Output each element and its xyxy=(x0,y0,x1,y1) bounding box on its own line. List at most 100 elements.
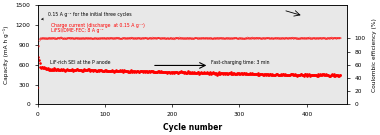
Point xyxy=(94,70,100,72)
Point xyxy=(247,38,253,40)
Point xyxy=(69,37,75,39)
Point xyxy=(131,38,137,40)
Point xyxy=(222,72,228,74)
Point xyxy=(152,37,158,39)
Point xyxy=(117,38,124,40)
Point xyxy=(112,70,118,72)
Point xyxy=(216,71,222,74)
Point xyxy=(169,71,175,74)
Point xyxy=(256,37,263,39)
Point xyxy=(61,69,67,71)
Point xyxy=(302,37,308,40)
Point xyxy=(307,38,313,40)
Point xyxy=(172,71,178,73)
Point xyxy=(97,70,103,72)
Point xyxy=(128,37,134,39)
Point xyxy=(61,38,67,40)
Point xyxy=(324,38,330,40)
Point xyxy=(310,37,317,39)
Point xyxy=(90,38,97,40)
Point xyxy=(125,38,131,40)
Point xyxy=(213,38,219,40)
Point xyxy=(282,37,288,40)
Point xyxy=(167,72,173,74)
Point xyxy=(76,69,82,71)
Point xyxy=(100,70,106,72)
Point xyxy=(41,38,47,40)
Point xyxy=(246,73,252,75)
Point xyxy=(166,71,172,73)
Point xyxy=(210,72,216,75)
Point xyxy=(99,38,105,40)
Point xyxy=(298,37,304,39)
Point xyxy=(88,38,94,40)
Point xyxy=(315,37,321,39)
Point xyxy=(276,74,282,76)
Point xyxy=(121,37,127,39)
Point xyxy=(211,37,217,39)
Point xyxy=(261,73,267,75)
Point xyxy=(290,37,296,40)
Point xyxy=(206,37,212,39)
Point xyxy=(137,70,143,72)
Point xyxy=(150,37,156,39)
Point xyxy=(290,73,296,76)
Point xyxy=(320,37,326,39)
Point xyxy=(319,74,325,76)
Point xyxy=(184,72,190,74)
Point xyxy=(309,38,315,40)
Point xyxy=(68,69,74,71)
Point xyxy=(162,70,168,73)
Point xyxy=(96,69,102,71)
Point xyxy=(194,37,200,39)
Point xyxy=(138,70,144,72)
Point xyxy=(306,37,312,39)
Point xyxy=(56,69,62,71)
Point xyxy=(77,38,83,40)
Point xyxy=(305,37,311,39)
Point xyxy=(324,74,330,77)
Point xyxy=(272,37,278,40)
Point xyxy=(87,37,93,39)
Point xyxy=(312,38,318,40)
Point xyxy=(332,37,338,39)
Point xyxy=(187,37,193,39)
Point xyxy=(71,69,78,71)
Point xyxy=(304,37,310,39)
Point xyxy=(333,37,339,40)
Point xyxy=(147,70,154,72)
Point xyxy=(265,73,271,76)
Point xyxy=(288,37,294,39)
Point xyxy=(215,37,221,40)
Point xyxy=(117,37,123,40)
Point xyxy=(256,37,262,39)
Point xyxy=(337,74,343,76)
Point xyxy=(239,73,245,75)
Point xyxy=(102,37,108,39)
Point xyxy=(188,71,195,73)
Point xyxy=(162,37,168,40)
Point xyxy=(158,37,165,40)
Point xyxy=(253,73,259,75)
Point xyxy=(297,38,303,40)
Point xyxy=(299,37,305,39)
Point xyxy=(226,38,233,40)
Point xyxy=(160,38,166,40)
Point xyxy=(268,73,274,75)
Point xyxy=(327,75,333,77)
Point xyxy=(310,38,316,40)
Point xyxy=(227,72,233,74)
Point xyxy=(116,70,122,72)
Point xyxy=(226,37,232,39)
Point xyxy=(149,70,155,72)
Point xyxy=(316,38,322,40)
Point xyxy=(325,37,331,40)
Point xyxy=(144,70,150,72)
Point xyxy=(193,71,199,74)
Point xyxy=(280,37,286,39)
Point xyxy=(284,37,290,39)
Point xyxy=(279,74,285,76)
Point xyxy=(198,71,204,73)
Point xyxy=(173,71,179,73)
Point xyxy=(107,37,113,40)
